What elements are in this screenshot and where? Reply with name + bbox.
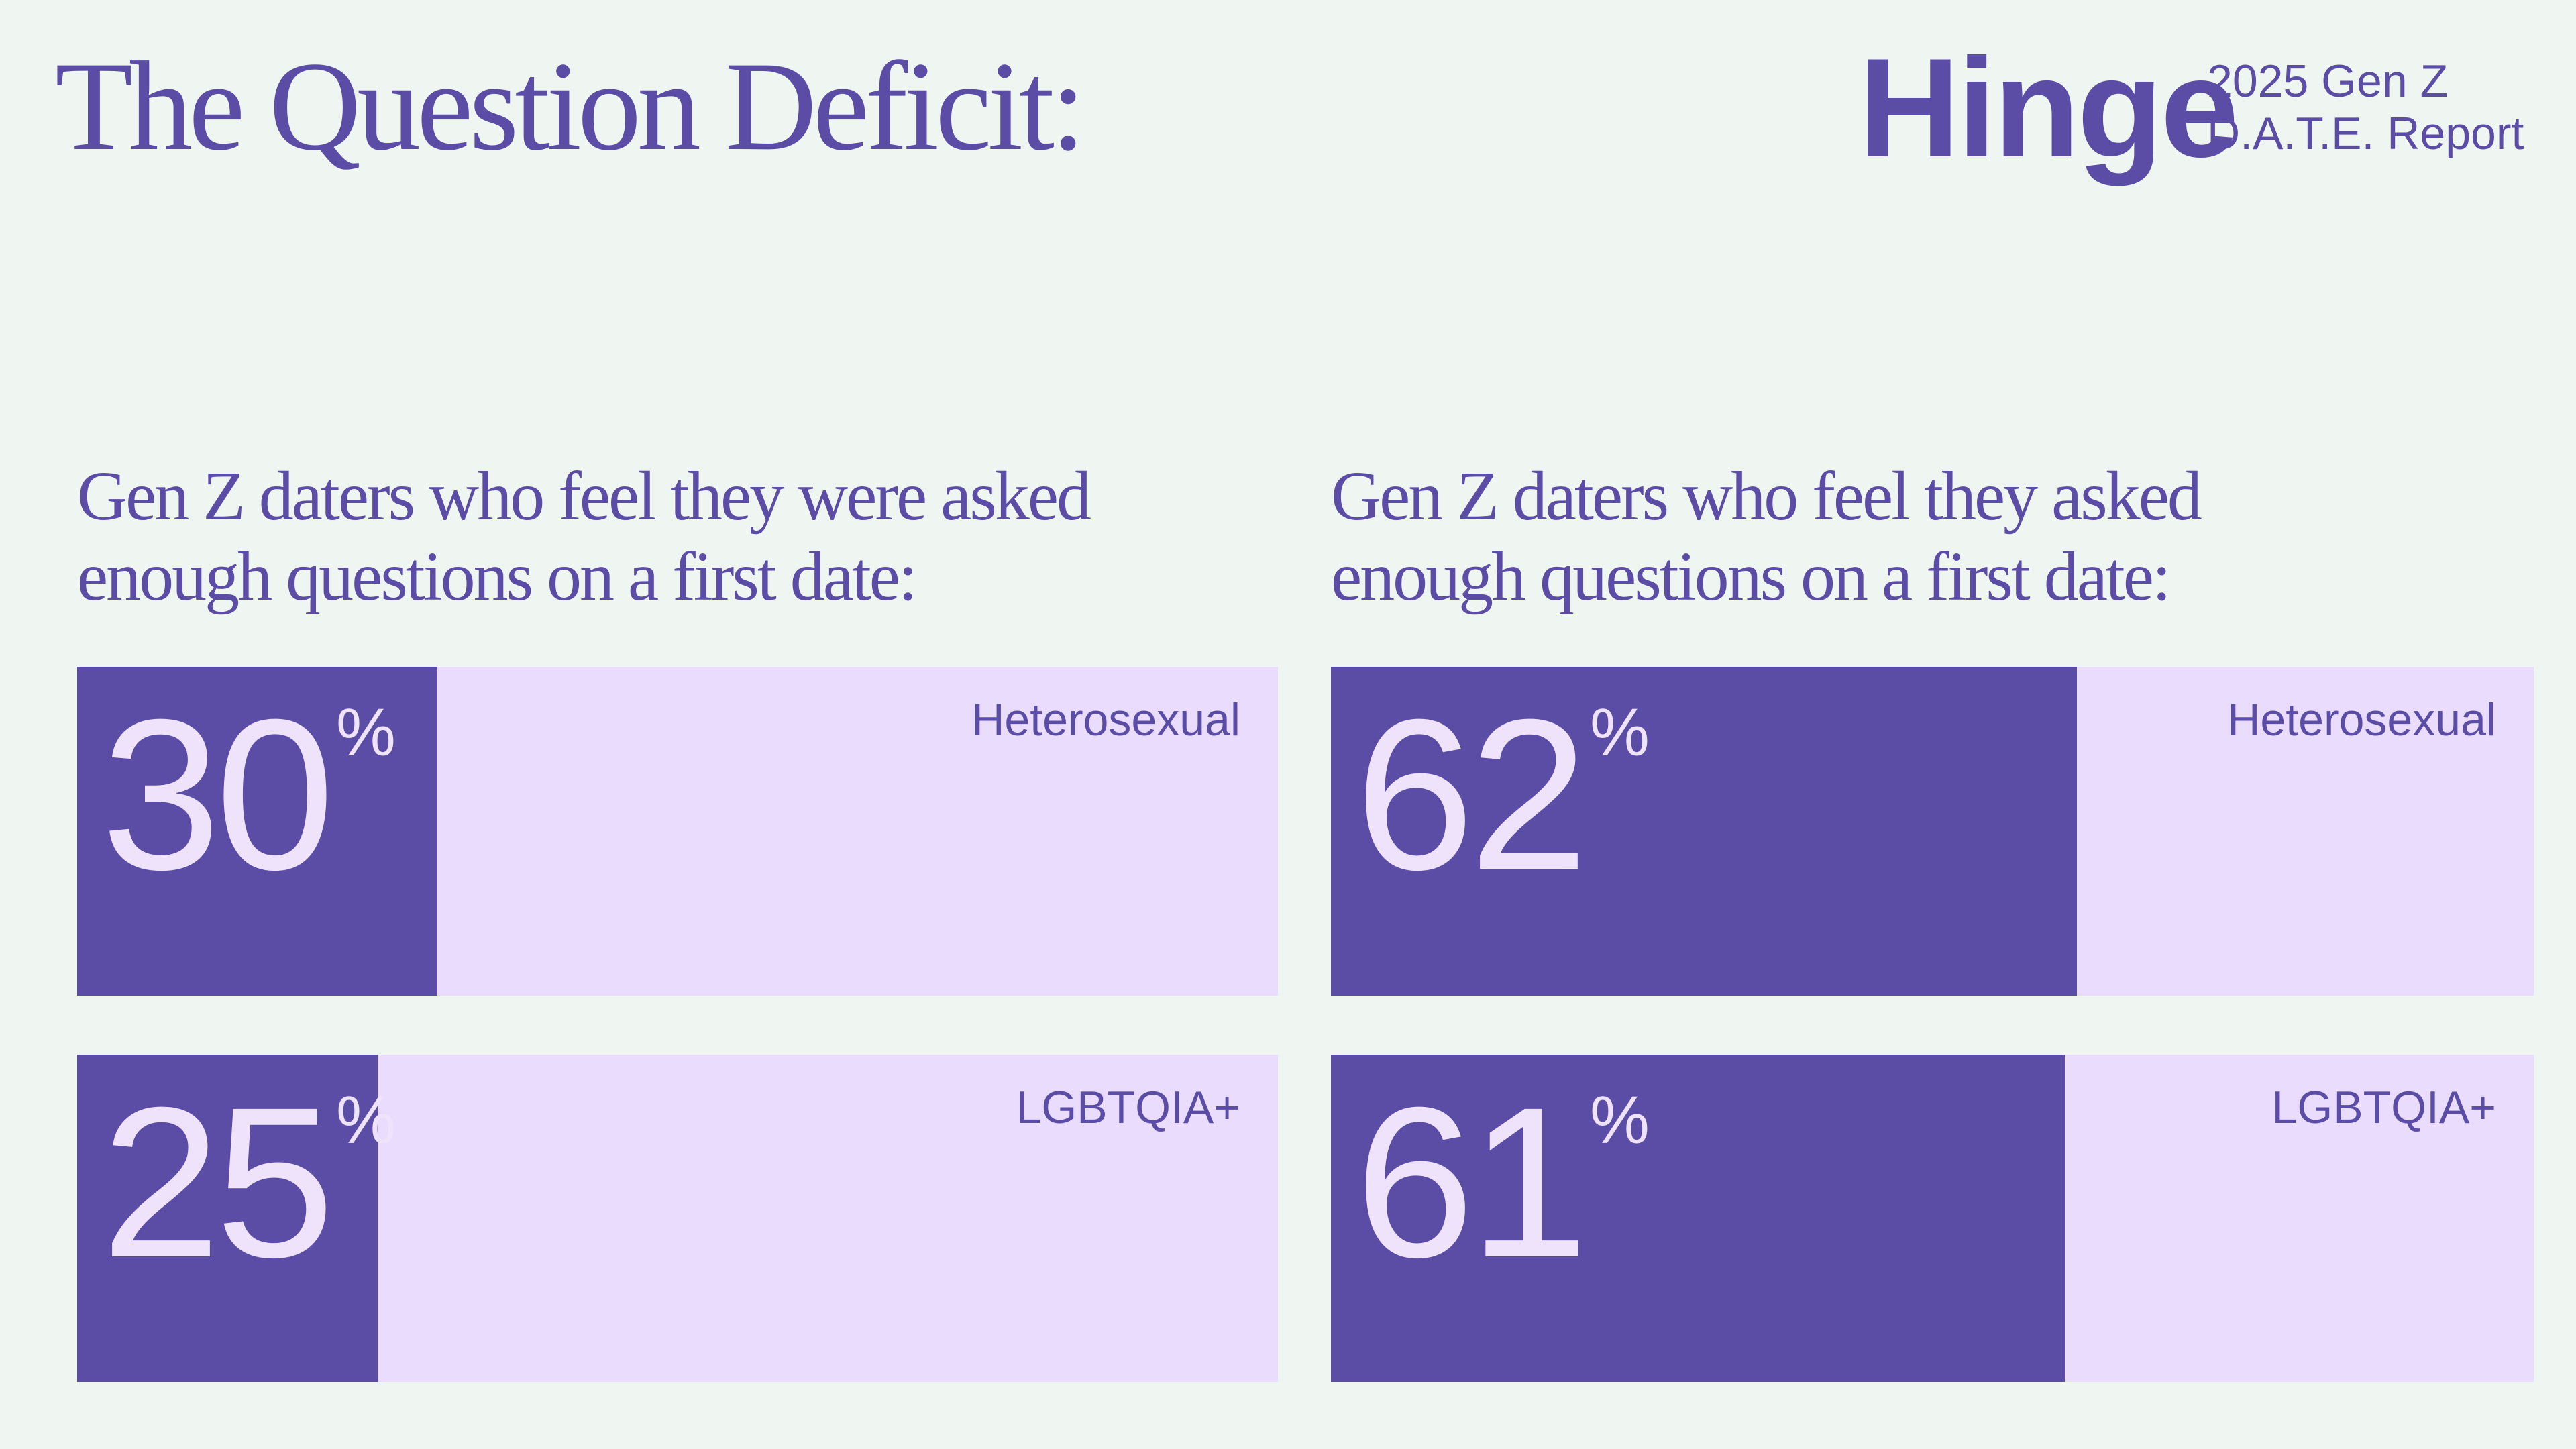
value-label-group: 62% xyxy=(1355,687,1650,902)
logo: Hinge xyxy=(1858,29,2239,186)
category-label: Heterosexual xyxy=(2227,694,2496,745)
chart-subtitle: enough questions on a first date: xyxy=(1331,538,2171,615)
category-label: LGBTQIA+ xyxy=(1016,1082,1240,1133)
chart-subtitle: Gen Z daters who feel they were asked xyxy=(77,458,1091,535)
value-unit: % xyxy=(1589,695,1650,770)
page-title: The Question Deficit: xyxy=(55,36,1086,177)
value-unit: % xyxy=(1589,1083,1650,1158)
bar xyxy=(77,667,437,996)
value-label: 25 xyxy=(101,1062,335,1302)
report-line: D.A.T.E. Report xyxy=(2207,108,2524,159)
value-unit: % xyxy=(335,695,396,770)
bar xyxy=(1331,1055,2065,1382)
value-label: 61 xyxy=(1355,1062,1589,1302)
value-label-group: 25% xyxy=(101,1075,396,1289)
value-unit: % xyxy=(335,1083,396,1158)
report-line: 2025 Gen Z xyxy=(2207,56,2449,107)
category-label: Heterosexual xyxy=(971,694,1240,745)
value-label-group: 61% xyxy=(1355,1075,1650,1289)
bar xyxy=(77,1055,378,1382)
report-name: 2025 Gen Z D.A.T.E. Report xyxy=(2207,55,2524,160)
value-label-group: 30% xyxy=(101,687,396,902)
value-label: 30 xyxy=(101,674,335,914)
category-label: LGBTQIA+ xyxy=(2271,1082,2496,1133)
chart-subtitle: enough questions on a first date: xyxy=(77,538,918,615)
chart-subtitle: Gen Z daters who feel they asked xyxy=(1331,458,2202,535)
bar xyxy=(1331,667,2077,996)
value-label: 62 xyxy=(1355,674,1589,914)
